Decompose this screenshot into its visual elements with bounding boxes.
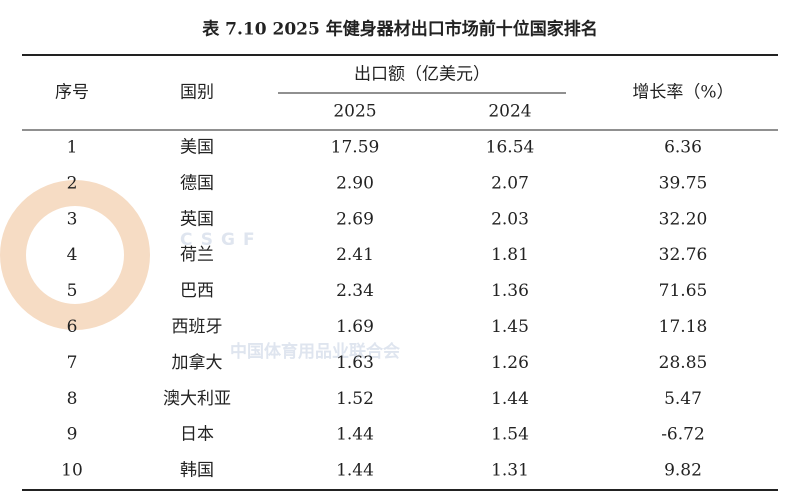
- table-cell: 1.44: [491, 389, 529, 409]
- table-cell: 7: [67, 353, 78, 373]
- table-cell: 德国: [180, 173, 214, 193]
- table-cell: 西班牙: [172, 317, 223, 337]
- table-cell: 1.45: [491, 317, 529, 337]
- table-cell: 巴西: [180, 281, 214, 301]
- table-cell: 28.85: [659, 353, 708, 373]
- watermark-ring: [0, 180, 150, 330]
- header-cell: 出口额（亿美元）: [354, 65, 490, 85]
- header-cell: 2024: [488, 102, 531, 122]
- table-cell: 32.20: [659, 209, 708, 229]
- table-cell: 5.47: [664, 389, 702, 409]
- table-cell: 9: [67, 425, 78, 445]
- table-cell: 加拿大: [172, 352, 223, 373]
- table-title: 表 7.10 2025 年健身器材出口市场前十位国家排名: [202, 19, 597, 40]
- table-cell: -6.72: [661, 425, 705, 445]
- table-cell: 2.07: [491, 173, 529, 193]
- table-cell: 美国: [180, 138, 214, 158]
- watermark-text: 中国体育用品业联合会: [230, 341, 400, 362]
- header-cell: 国别: [180, 83, 214, 103]
- table-cell: 39.75: [659, 173, 708, 193]
- table-cell: 16.54: [486, 138, 535, 158]
- table-cell: 韩国: [180, 461, 214, 481]
- table-cell: 荷兰: [180, 245, 214, 265]
- watermark-logo: CSGF: [180, 230, 263, 250]
- table-cell: 2.34: [336, 281, 374, 301]
- watermark: CSGF 中国体育用品业联合会: [0, 180, 400, 362]
- table-cell: 2.90: [336, 173, 374, 193]
- table-cell: 2.41: [336, 245, 374, 265]
- table-cell: 5: [67, 281, 78, 301]
- table-body: 1 美国 17.59 16.54 6.36 2 德国 2.90 2.07 39.75 3 英国 2.69…: [61, 138, 707, 481]
- table-cell: 1.26: [491, 353, 529, 373]
- table-cell: 澳大利亚: [163, 389, 231, 409]
- table-cell: 8: [67, 389, 78, 409]
- table-cell: 1.44: [336, 461, 374, 481]
- table-cell: 4: [67, 245, 78, 265]
- table-cell: 32.76: [659, 245, 708, 265]
- table-cell: 1: [67, 138, 78, 158]
- table-cell: 1.44: [336, 425, 374, 445]
- table-cell: 2.03: [491, 209, 529, 229]
- table-cell: 1.81: [491, 245, 529, 265]
- table-cell: 1.54: [491, 425, 529, 445]
- table-cell: 1.63: [336, 353, 374, 373]
- table-cell: 日本: [180, 425, 214, 445]
- table-cell: 6.36: [664, 138, 702, 158]
- table-cell: 71.65: [659, 281, 708, 301]
- table-cell: 10: [61, 461, 83, 481]
- table-cell: 1.31: [491, 461, 529, 481]
- header-cell: 2025: [333, 102, 376, 122]
- header-cell: 增长率（%）: [632, 83, 733, 103]
- table-cell: 英国: [180, 209, 214, 229]
- header-cell: 序号: [55, 83, 89, 103]
- table-cell: 3: [67, 209, 78, 229]
- table-cell: 1.36: [491, 281, 529, 301]
- table-cell: 17.18: [659, 317, 708, 337]
- table-cell: 1.52: [336, 389, 374, 409]
- table-cell: 2: [67, 173, 78, 193]
- table-cell: 17.59: [331, 138, 380, 158]
- table-cell: 9.82: [664, 461, 702, 481]
- table-cell: 6: [67, 317, 78, 337]
- table-cell: 2.69: [336, 209, 374, 229]
- table-cell: 1.69: [336, 317, 374, 337]
